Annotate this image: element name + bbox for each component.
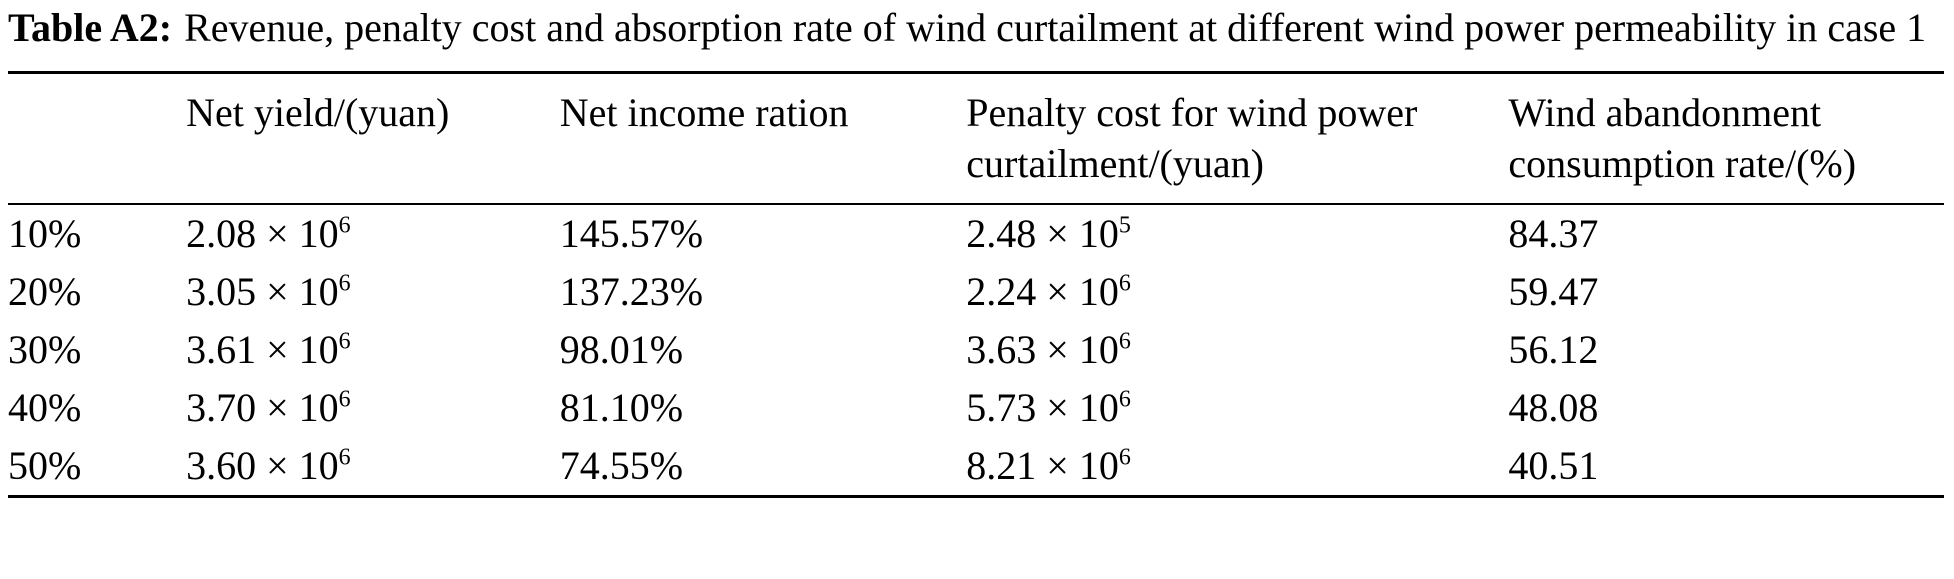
net-yield-exponent: 6	[338, 386, 351, 413]
table-row: 50% 3.60 × 106 74.55% 8.21 × 106 40.51	[8, 437, 1944, 497]
cell-net-income-ration: 98.01%	[559, 326, 684, 372]
table-row: 20% 3.05 × 106 137.23% 2.24 × 106 59.47	[8, 263, 1944, 321]
net-yield-exponent: 6	[338, 328, 351, 355]
header-net-income-ration: Net income ration	[560, 73, 967, 204]
times-ten: × 10	[1046, 326, 1119, 372]
net-yield-exponent: 6	[338, 212, 351, 239]
cell-absorption-rate: 84.37	[1508, 210, 1599, 256]
cell-permeability: 50%	[8, 442, 82, 488]
header-absorption-rate: Wind abandonment consumption rate/(%)	[1508, 73, 1944, 204]
net-yield-exponent: 6	[338, 270, 351, 297]
times-ten: × 10	[1046, 210, 1119, 256]
cell-net-yield: 2.08 × 106	[186, 204, 560, 263]
net-yield-exponent: 6	[338, 444, 351, 471]
penalty-exponent: 6	[1118, 386, 1131, 413]
table-caption-label: Table A2:	[8, 5, 173, 50]
penalty-exponent: 6	[1118, 328, 1131, 355]
cell-net-yield: 3.60 × 106	[186, 437, 560, 497]
net-yield-coefficient: 3.61	[186, 326, 257, 372]
cell-permeability: 10%	[8, 210, 82, 256]
cell-net-yield: 3.70 × 106	[186, 379, 560, 437]
cell-penalty-cost: 3.63 × 106	[966, 321, 1508, 379]
cell-absorption-rate: 59.47	[1508, 268, 1599, 314]
table-caption-text: Revenue, penalty cost and absorption rat…	[184, 5, 1927, 50]
cell-net-income-ration: 74.55%	[559, 442, 684, 488]
data-table: Net yield/(yuan) Net income ration Penal…	[8, 71, 1944, 498]
cell-net-yield: 3.05 × 106	[186, 263, 560, 321]
cell-permeability: 20%	[8, 268, 82, 314]
table-caption: Table A2: Revenue, penalty cost and absor…	[8, 4, 1944, 51]
cell-penalty-cost: 5.73 × 106	[966, 379, 1508, 437]
penalty-coefficient: 3.63	[966, 326, 1037, 372]
table-row: 30% 3.61 × 106 98.01% 3.63 × 106 56.12	[8, 321, 1944, 379]
penalty-exponent: 5	[1118, 212, 1131, 239]
net-yield-coefficient: 3.60	[186, 442, 257, 488]
net-yield-coefficient: 3.05	[186, 268, 257, 314]
net-yield-coefficient: 2.08	[186, 210, 257, 256]
header-net-income-ration-label: Net income ration	[559, 90, 849, 136]
header-absorption-rate-label: Wind abandonment consumption rate/(%)	[1508, 90, 1857, 187]
penalty-exponent: 6	[1118, 444, 1131, 471]
cell-absorption-rate: 56.12	[1508, 326, 1599, 372]
penalty-exponent: 6	[1118, 270, 1131, 297]
times-ten: × 10	[266, 442, 339, 488]
penalty-coefficient: 2.48	[966, 210, 1037, 256]
times-ten: × 10	[1046, 268, 1119, 314]
cell-net-income-ration: 137.23%	[559, 268, 704, 314]
header-permeability	[8, 73, 186, 204]
header-penalty-cost-label: Penalty cost for wind power curtailment/…	[966, 90, 1418, 187]
cell-net-income-ration: 81.10%	[559, 384, 684, 430]
table-row: 40% 3.70 × 106 81.10% 5.73 × 106 48.08	[8, 379, 1944, 437]
times-ten: × 10	[1046, 384, 1119, 430]
header-net-yield-label: Net yield/(yuan)	[186, 90, 450, 136]
cell-net-income-ration: 145.57%	[559, 210, 704, 256]
penalty-coefficient: 2.24	[966, 268, 1037, 314]
cell-penalty-cost: 2.48 × 105	[966, 204, 1508, 263]
penalty-coefficient: 5.73	[966, 384, 1037, 430]
cell-permeability: 30%	[8, 326, 82, 372]
cell-penalty-cost: 2.24 × 106	[966, 263, 1508, 321]
cell-net-yield: 3.61 × 106	[186, 321, 560, 379]
times-ten: × 10	[266, 268, 339, 314]
cell-absorption-rate: 40.51	[1508, 442, 1599, 488]
cell-penalty-cost: 8.21 × 106	[966, 437, 1508, 497]
cell-permeability: 40%	[8, 384, 82, 430]
times-ten: × 10	[266, 384, 339, 430]
header-penalty-cost: Penalty cost for wind power curtailment/…	[966, 73, 1508, 204]
cell-absorption-rate: 48.08	[1508, 384, 1599, 430]
header-net-yield: Net yield/(yuan)	[186, 73, 560, 204]
table-row: 10% 2.08 × 106 145.57% 2.48 × 105 84.37	[8, 204, 1944, 263]
penalty-coefficient: 8.21	[966, 442, 1037, 488]
header-row: Net yield/(yuan) Net income ration Penal…	[8, 73, 1944, 204]
times-ten: × 10	[1046, 442, 1119, 488]
times-ten: × 10	[266, 326, 339, 372]
net-yield-coefficient: 3.70	[186, 384, 257, 430]
times-ten: × 10	[266, 210, 339, 256]
